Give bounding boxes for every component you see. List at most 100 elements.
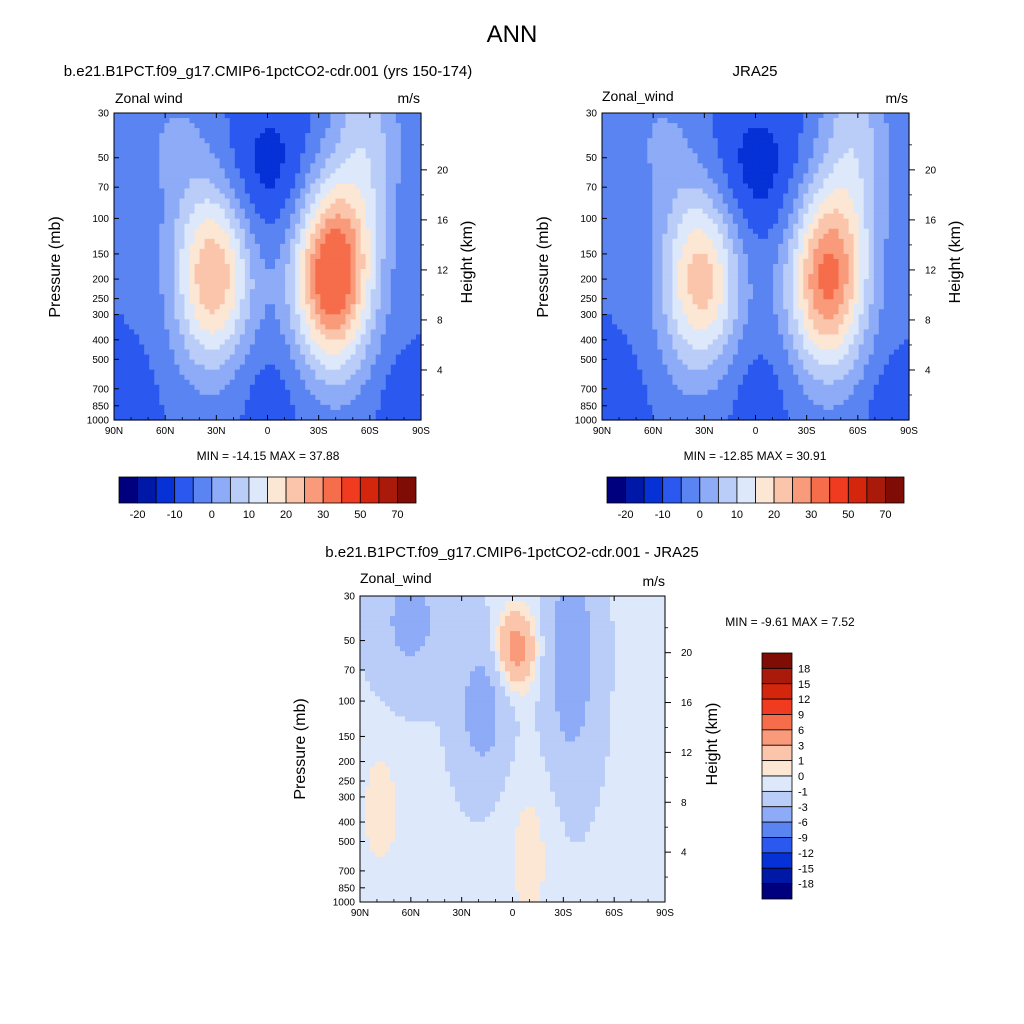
model-cell <box>249 279 256 285</box>
model-cell <box>340 198 347 205</box>
model-cell <box>390 238 397 245</box>
model-cell <box>360 354 367 361</box>
model-cell <box>144 359 150 366</box>
obs-cell <box>627 279 633 285</box>
model-cell <box>254 349 261 356</box>
model-cell <box>315 148 321 154</box>
model-cell <box>330 349 337 356</box>
obs-cell <box>622 168 628 174</box>
model-cell <box>380 379 387 386</box>
obs-cell <box>637 233 643 240</box>
model-cell <box>204 324 211 331</box>
panel-model: b.e21.B1PCT.f09_g17.CMIP6-1pctCO2-cdr.00… <box>47 63 476 521</box>
model-cell <box>144 248 150 255</box>
model-cell <box>365 128 372 134</box>
model-cell <box>315 374 321 381</box>
model-cell <box>144 173 150 180</box>
obs-cell <box>682 339 689 346</box>
obs-cell <box>667 384 674 391</box>
obs-cell <box>682 334 689 341</box>
obs-cell <box>647 203 653 210</box>
model-cell <box>169 394 175 401</box>
obs-cell <box>672 258 679 265</box>
model-cell <box>259 394 266 401</box>
model-cell <box>204 213 211 220</box>
model-cell <box>169 324 175 331</box>
obs-cell <box>692 369 699 376</box>
obs-cell <box>682 248 689 255</box>
model-cell <box>405 118 412 124</box>
obs-cell <box>667 243 674 250</box>
panel-model-left-label: Zonal wind <box>115 90 183 106</box>
obs-cell <box>632 123 638 129</box>
obs-cell <box>692 198 699 205</box>
model-cell <box>129 334 135 341</box>
model-cell <box>280 213 286 220</box>
model-cell <box>330 118 337 124</box>
obs-cell <box>652 309 658 315</box>
obs-cell <box>657 258 663 265</box>
model-cell <box>154 143 160 149</box>
model-cell <box>325 279 332 285</box>
model-cell <box>300 188 306 195</box>
model-cell <box>119 178 125 185</box>
obs-cell <box>622 274 628 280</box>
obs-cell <box>677 374 684 381</box>
model-cell <box>264 279 271 285</box>
panel-model-y2label: Height (km) <box>459 221 476 304</box>
obs-cell <box>657 314 663 320</box>
model-cell <box>239 334 246 341</box>
model-cell <box>390 118 397 124</box>
model-cell <box>275 193 281 200</box>
model-cell <box>184 258 191 265</box>
model-cell <box>365 269 372 275</box>
model-cell <box>209 193 216 200</box>
model-cell <box>355 269 362 275</box>
obs-cell <box>602 248 608 255</box>
model-cell <box>209 253 216 260</box>
model-cell <box>204 399 211 406</box>
model-cell <box>264 263 271 270</box>
model-cell <box>154 263 160 270</box>
obs-cell <box>652 178 658 185</box>
obs-cell <box>632 404 638 411</box>
model-cell <box>285 384 291 391</box>
model-cell <box>375 208 382 215</box>
model-cell <box>154 158 160 164</box>
model-cell <box>169 359 175 366</box>
model-cell <box>234 138 241 144</box>
model-cell <box>365 404 372 411</box>
obs-cell <box>612 384 618 391</box>
model-cell <box>395 389 402 396</box>
model-cell <box>355 329 362 336</box>
obs-cell <box>652 329 658 336</box>
model-cell <box>189 399 196 406</box>
model-cell <box>239 138 246 144</box>
model-cell <box>360 178 367 185</box>
obs-cell <box>662 384 669 391</box>
model-cell <box>124 113 130 119</box>
model-cell <box>370 158 377 164</box>
model-cell <box>330 414 337 421</box>
obs-cell <box>672 329 679 336</box>
model-cell <box>144 238 150 245</box>
model-cell <box>239 314 246 320</box>
model-cell <box>310 319 316 325</box>
model-cell <box>194 329 201 336</box>
obs-cell <box>602 279 608 285</box>
model-cell <box>335 284 342 290</box>
model-cell <box>335 404 342 411</box>
model-cell <box>189 329 196 336</box>
obs-cell <box>642 253 648 260</box>
model-cell <box>270 379 276 386</box>
model-cell <box>209 113 216 119</box>
model-cell <box>330 409 337 416</box>
model-cell <box>139 253 145 260</box>
obs-cell <box>602 118 608 124</box>
obs-cell <box>652 274 658 280</box>
model-cell <box>159 128 165 134</box>
model-cell <box>395 369 402 376</box>
obs-cell <box>632 399 638 406</box>
model-cell <box>204 314 211 320</box>
model-cell <box>204 344 211 351</box>
